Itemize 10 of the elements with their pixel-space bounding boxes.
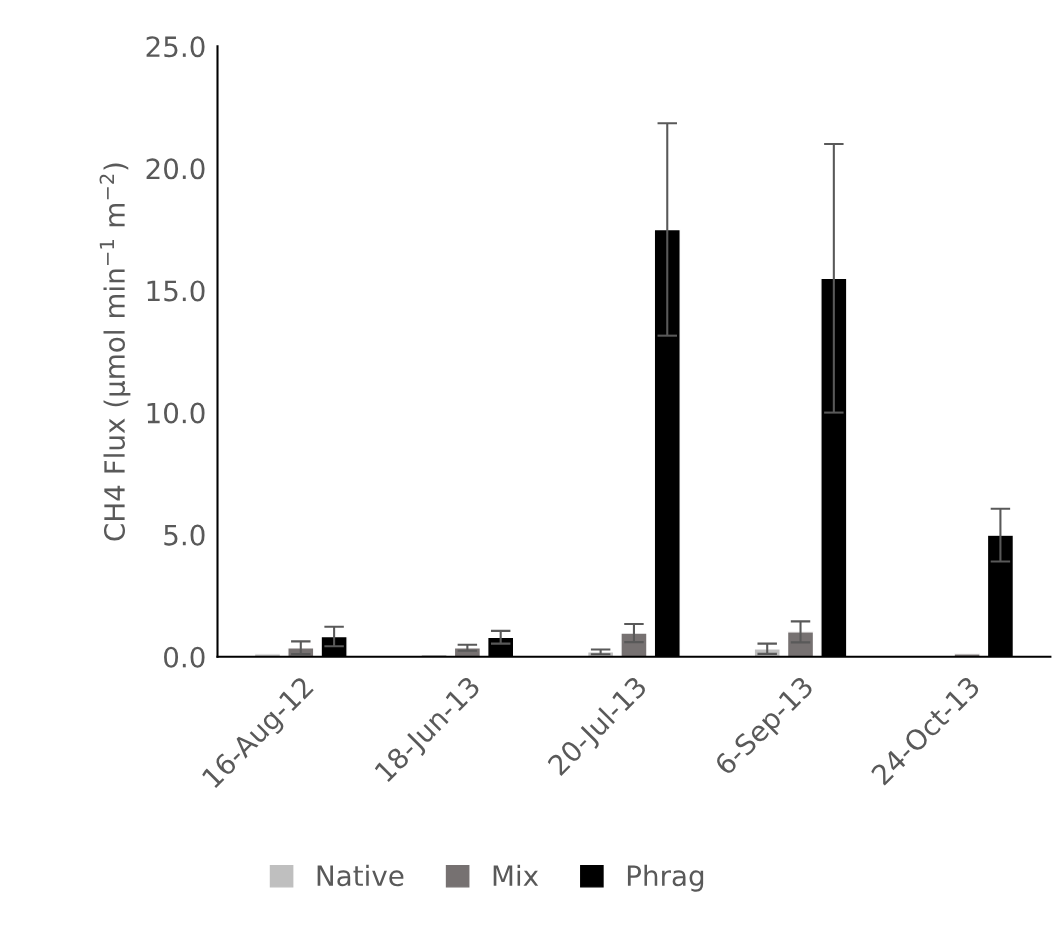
y-tick-label: 0.0	[164, 646, 205, 668]
y-tick-label: 20.0	[146, 158, 205, 180]
y-tick-label: 25.0	[146, 36, 205, 58]
legend-label: Native	[317, 864, 404, 887]
legend-label: Phrag	[627, 864, 704, 892]
y-tick-label: 10.0	[147, 402, 205, 424]
y-tick-label: 15.0	[147, 280, 205, 302]
y-axis-title: CH4 Flux (µmol min$^{−1}$ m$^{−2}$)	[99, 163, 131, 541]
legend-label: Mix	[493, 864, 539, 886]
y-tick-label: 5.0	[164, 524, 205, 546]
